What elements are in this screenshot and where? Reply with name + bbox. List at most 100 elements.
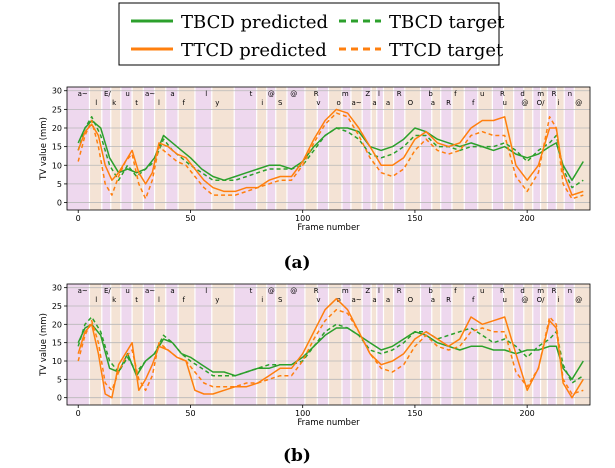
phone-segment-band [110, 87, 121, 210]
x-axis-label: Frame number [297, 223, 360, 233]
phone-segment-band [393, 284, 405, 405]
panel-label-a: (a) [283, 253, 310, 273]
phone-label: n [568, 287, 572, 295]
phone-label: t [250, 90, 253, 98]
phone-label: R [314, 90, 319, 98]
phone-segment-band [275, 87, 287, 210]
y-tick-label: 30 [52, 284, 62, 293]
phone-label: a [170, 287, 174, 295]
phone-label: a [372, 296, 376, 304]
phone-segment-band [110, 284, 121, 405]
x-tick-label: 100 [295, 409, 310, 418]
phone-segment-band [266, 87, 276, 210]
y-axis-label: TV value (mm) [39, 117, 49, 181]
phone-label: u [480, 287, 484, 295]
phone-label: u [502, 99, 506, 107]
phone-label: @ [290, 287, 297, 295]
phone-label: f [472, 99, 475, 107]
phone-segment-band [451, 87, 465, 210]
y-tick-label: 0 [57, 199, 62, 208]
phone-label: a [372, 99, 376, 107]
phone-segment-band [341, 284, 351, 405]
phone-segment-band [194, 87, 212, 210]
phone-segment-band [143, 284, 155, 405]
y-tick-label: 0 [57, 394, 62, 403]
phone-segment-band [120, 87, 133, 210]
phone-label: l [95, 99, 97, 107]
phone-label: Z [365, 90, 370, 98]
phone-label: R [397, 287, 402, 295]
phone-label: O [408, 296, 414, 304]
phone-segment-band [564, 87, 575, 210]
y-tick-label: 15 [52, 339, 62, 348]
phone-segment-band [362, 284, 372, 405]
series-line-ttcd-predicted [77, 297, 584, 399]
phone-label: S [278, 296, 283, 304]
legend-label-ttcd-target: TTCD target [389, 40, 504, 61]
phone-label: R [500, 287, 505, 295]
phone-label: a [431, 99, 435, 107]
phone-label: m [342, 287, 349, 295]
phone-segment-band [286, 284, 305, 405]
phone-label: @ [268, 287, 275, 295]
phone-segment-band [464, 284, 478, 405]
phone-label: t [135, 99, 138, 107]
phone-label: @ [521, 99, 528, 107]
phone-label: d [520, 287, 524, 295]
y-axis-label: TV value (mm) [39, 313, 49, 377]
phone-segment-band [304, 87, 318, 210]
x-axis-label: Frame number [297, 418, 360, 428]
y-tick-label: 20 [52, 124, 62, 133]
phone-segment-band [440, 87, 452, 210]
phone-label: u [502, 296, 506, 304]
legend-frame [118, 2, 500, 66]
legend-label-tbcd-target: TBCD target [389, 12, 505, 33]
phone-segment-band [376, 284, 384, 405]
phone-label: m [537, 287, 544, 295]
phone-segment-band [547, 284, 557, 405]
phone-label: a~ [351, 99, 361, 107]
y-tick-label: 5 [57, 375, 62, 384]
phone-segment-band [350, 284, 363, 405]
phone-label: i [558, 99, 560, 107]
legend-label-tbcd-predicted: TBCD predicted [181, 12, 328, 33]
phone-segment-band [120, 284, 133, 405]
phone-segment-band [513, 87, 524, 210]
phone-label: a [386, 99, 390, 107]
y-tick-label: 20 [52, 320, 62, 329]
phone-label: @ [290, 90, 297, 98]
phone-label: i [558, 296, 560, 304]
plot-frame [66, 86, 591, 211]
phone-label: i [261, 296, 263, 304]
phone-segment-band [317, 87, 329, 210]
phone-label: a [386, 296, 390, 304]
phone-label: i [261, 99, 263, 107]
phone-label: b [428, 287, 433, 295]
phone-segment-band [574, 284, 590, 405]
phone-label: S [278, 99, 283, 107]
phone-label: R [446, 296, 451, 304]
phone-segment-band [286, 87, 305, 210]
phone-segment-band [376, 87, 384, 210]
phone-label: @ [575, 296, 582, 304]
series-line-tbcd-predicted [77, 119, 584, 181]
phone-label: @ [268, 90, 275, 98]
phone-segment-band [556, 284, 565, 405]
phone-segment-band [143, 87, 155, 210]
phone-label: l [205, 90, 207, 98]
phone-label: b [428, 90, 433, 98]
phone-label: y [215, 296, 219, 304]
y-tick-label: 10 [52, 357, 62, 366]
phone-label: f [454, 287, 457, 295]
phone-segment-band [532, 284, 541, 405]
phone-label: R [552, 90, 557, 98]
phone-label: O [408, 99, 414, 107]
phone-segment-band [574, 87, 590, 210]
phone-label: y [215, 99, 219, 107]
phone-segment-band [404, 87, 421, 210]
phone-label: l [378, 90, 380, 98]
phone-label: l [158, 99, 160, 107]
phone-segment-band [132, 87, 144, 210]
plot-frame [66, 283, 591, 406]
